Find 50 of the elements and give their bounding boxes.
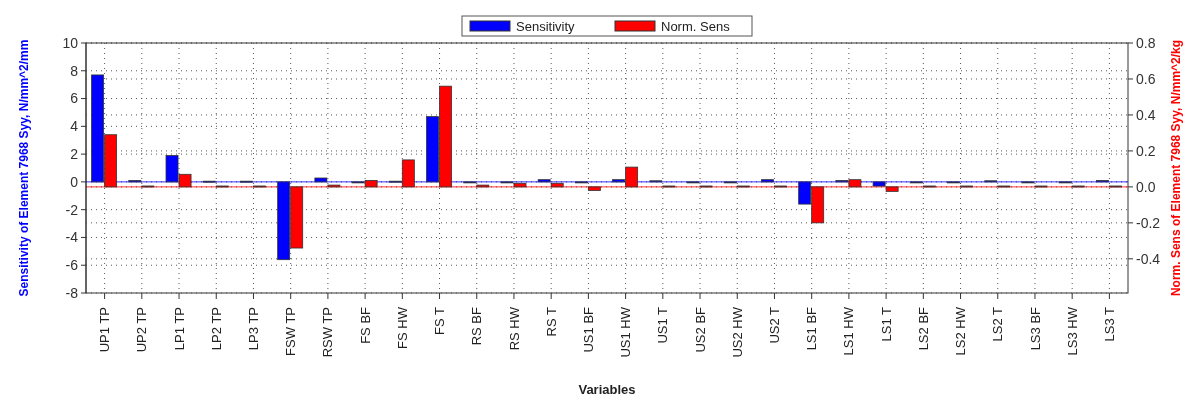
x-tick-label: RS BF [469, 306, 485, 346]
x-tick-label: FS BF [357, 306, 373, 344]
y2-tick-label: 0.8 [1136, 34, 1156, 51]
x-tick-label: FS T [432, 306, 448, 335]
y-tick-label: -2 [65, 201, 79, 218]
x-tick-label: FS HW [394, 306, 410, 349]
x-tick-label: LS3 BF [1027, 306, 1043, 351]
x-tick-label: RSW TP [320, 307, 336, 358]
x-tick-label: FSW TP [283, 307, 299, 356]
y2-tick-label: 0.6 [1136, 70, 1156, 87]
x-tick-label: LS1 BF [804, 306, 820, 351]
y-tick-label: 2 [70, 146, 79, 163]
x-tick-label: LS2 T [990, 306, 1006, 342]
x-tick-label: US2 HW [729, 306, 745, 358]
y-tick-label: 4 [70, 118, 79, 135]
x-tick-label: LS1 HW [841, 306, 857, 356]
legend-label: Norm. Sens [661, 18, 731, 34]
y-tick-label: 8 [70, 62, 79, 79]
x-tick-label: LP2 TP [208, 307, 224, 351]
y2-axis-title: Norm. Sens of Element 7968 Syy, N/mm^2/kg [1169, 39, 1184, 297]
y-tick-label: -6 [65, 257, 79, 274]
x-tick-label: US1 BF [580, 306, 596, 353]
x-tick-label: US1 HW [618, 306, 634, 358]
y-tick-label: 6 [70, 90, 79, 107]
x-tick-label: US2 BF [692, 306, 708, 353]
x-tick-label: LS3 T [1101, 306, 1117, 342]
x-tick-label: LS1 T [878, 306, 894, 342]
x-tick-label: RS T [543, 306, 559, 337]
y-tick-label: 10 [62, 34, 79, 51]
y2-tick-label: 0.4 [1136, 106, 1156, 123]
x-tick-label: LS3 HW [1064, 306, 1080, 356]
y2-tick-label: -0.2 [1136, 214, 1161, 231]
x-tick-label: RS HW [506, 306, 522, 351]
x-tick-label: LS2 BF [915, 306, 931, 351]
x-axis-title: Variables [578, 382, 636, 397]
y-tick-label: -4 [65, 229, 79, 246]
legend-label: Sensitivity [516, 18, 576, 34]
x-tick-label: US2 T [767, 306, 783, 344]
x-tick-label: US1 T [655, 306, 671, 344]
y-tick-label: 0 [70, 173, 79, 190]
x-tick-label: UP2 TP [134, 307, 150, 353]
y-axis-title: Sensitivity of Element 7968 Syy, N/mm^2/mm [17, 39, 32, 297]
y2-tick-label: 0.2 [1136, 142, 1156, 159]
y-tick-label: -8 [65, 284, 79, 301]
x-tick-label: LS2 HW [953, 306, 969, 356]
y2-tick-label: -0.4 [1136, 250, 1161, 267]
x-tick-label: LP1 TP [171, 307, 187, 351]
y2-tick-label: 0.0 [1136, 178, 1156, 195]
x-tick-label: LP3 TP [246, 307, 262, 351]
x-tick-label: UP1 TP [97, 307, 113, 353]
